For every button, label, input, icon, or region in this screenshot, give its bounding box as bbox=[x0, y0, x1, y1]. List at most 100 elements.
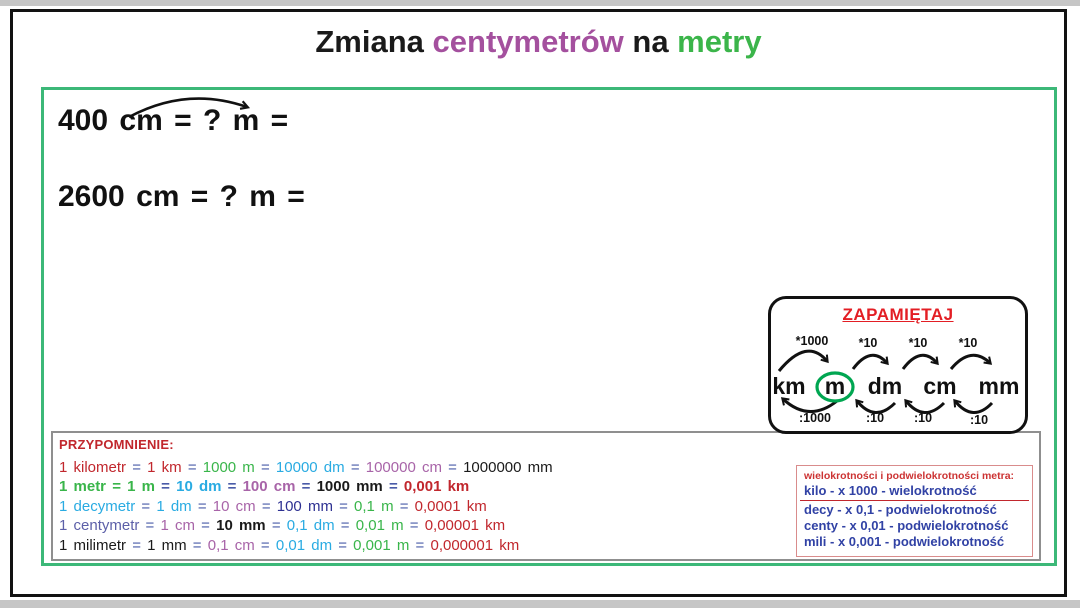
conversion-segment: 1 metr bbox=[59, 478, 107, 496]
conversion-segment: = bbox=[301, 478, 311, 496]
unit-mm: mm bbox=[978, 373, 1020, 399]
conversion-segment: = bbox=[409, 517, 419, 535]
conversion-segment: = bbox=[340, 517, 350, 535]
conversion-segment: 100000 cm bbox=[365, 459, 442, 476]
divide-arc-m-km bbox=[780, 397, 838, 413]
title-part: na bbox=[623, 24, 678, 59]
factor-label: *1000 bbox=[795, 334, 829, 348]
multiples-row-mili: mili - x 0,001 - podwielokrotność bbox=[804, 534, 1005, 549]
conversion-segment: 0,001 m bbox=[353, 536, 410, 554]
multiply-arc-m-dm bbox=[851, 353, 889, 370]
slide-frame: Zmiana centymetrów na metry 400 cm = ? m… bbox=[10, 9, 1067, 597]
multiply-arc-dm-cm bbox=[901, 353, 939, 370]
multiples-row-decy: decy - x 0,1 - podwielokrotność bbox=[804, 502, 997, 517]
divide-arc-mm-cm bbox=[953, 398, 994, 414]
conversion-segment: 1 milimetr bbox=[59, 536, 127, 554]
conversion-segment: 1 km bbox=[147, 459, 182, 476]
reminder-label: PRZYPOMNIENIE: bbox=[59, 437, 174, 452]
conversion-segment: = bbox=[448, 459, 457, 476]
multiples-row-centy: centy - x 0,01 - podwielokrotność bbox=[804, 518, 1009, 533]
conversion-segment: 0,1 dm bbox=[286, 517, 335, 535]
divisor-label: :10 bbox=[913, 411, 933, 425]
divide-arc-cm-dm bbox=[904, 398, 946, 414]
conversion-line: 1 milimetr = 1 mm = 0,1 cm = 0,01 dm = 0… bbox=[59, 537, 553, 556]
equation-2600cm: 2600 cm = ? m = bbox=[58, 180, 305, 213]
conversion-segment: = bbox=[260, 536, 270, 554]
metre-highlight-circle-icon bbox=[815, 371, 855, 403]
title-part: metry bbox=[677, 24, 762, 59]
conversion-segment: 0,1 m bbox=[354, 497, 394, 515]
factor-label: *10 bbox=[958, 336, 978, 350]
conversion-segment: = bbox=[339, 497, 348, 515]
title-part: centymetrów bbox=[432, 24, 624, 59]
conversion-segment: 0,0001 km bbox=[414, 497, 487, 515]
conversion-segment: 10 cm bbox=[212, 497, 256, 515]
unit-m: m bbox=[824, 373, 846, 399]
conversion-segment: 10 dm bbox=[176, 478, 222, 496]
factor-label: *10 bbox=[858, 336, 878, 350]
conversion-segment: = bbox=[227, 478, 237, 496]
conversion-segment: 0,000001 km bbox=[430, 536, 520, 554]
conversion-segment: 0,01 dm bbox=[275, 536, 333, 554]
conversion-segment: 1 centymetr bbox=[59, 517, 140, 535]
divisor-label: :10 bbox=[969, 413, 989, 427]
conversion-segment: = bbox=[271, 517, 281, 535]
conversion-segment: 0,01 m bbox=[355, 517, 404, 535]
conversion-line: 1 kilometr = 1 km = 1000 m = 10000 dm = … bbox=[59, 459, 553, 478]
conversion-segment: 100 cm bbox=[242, 478, 296, 496]
divisor-label: :1000 bbox=[799, 411, 831, 425]
unit-cm: cm bbox=[923, 373, 957, 399]
zapamietaj-box: ZAPAMIĘTAJ *1000 bbox=[768, 296, 1028, 434]
multiples-title: wielokrotności i podwielokrotności metra… bbox=[804, 470, 1015, 482]
conversion-segment: = bbox=[260, 459, 270, 476]
conversion-segment: = bbox=[132, 536, 141, 554]
conversion-segment: 1000 m bbox=[202, 459, 255, 476]
conversion-segment: 1 m bbox=[127, 478, 155, 496]
conversion-segment: = bbox=[261, 497, 271, 515]
conversion-segment: 1000000 mm bbox=[463, 459, 553, 476]
conversion-segment: 10 mm bbox=[216, 517, 266, 535]
title-part: Zmiana bbox=[315, 24, 433, 59]
top-edge-strip bbox=[0, 0, 1080, 6]
conversion-segment: = bbox=[187, 459, 197, 476]
conversion-segment: 1000 mm bbox=[316, 478, 383, 496]
zapamietaj-title: ZAPAMIĘTAJ bbox=[842, 305, 954, 324]
conversion-segment: = bbox=[161, 478, 170, 496]
content-box: 400 cm = ? m = 2600 cm = ? m = ZAPAMIĘTA… bbox=[41, 87, 1057, 566]
unit-conversion-arrows-icon bbox=[777, 349, 994, 414]
unit-dm: dm bbox=[867, 373, 903, 399]
conversion-segment: 1 dm bbox=[156, 497, 192, 515]
conversion-segment: = bbox=[141, 497, 151, 515]
multiply-arc-km-m bbox=[777, 349, 829, 372]
conversion-segment: 0,001 km bbox=[403, 478, 470, 496]
conversion-segment: = bbox=[350, 459, 360, 476]
equation-400cm: 400 cm = ? m = bbox=[58, 104, 289, 137]
conversion-segment: 100 mm bbox=[276, 497, 333, 515]
reminder-box: PRZYPOMNIENIE: 1 kilometr = 1 km = 1000 … bbox=[51, 431, 1041, 561]
reminder-lines: 1 kilometr = 1 km = 1000 m = 10000 dm = … bbox=[59, 459, 553, 556]
conversion-line: 1 centymetr = 1 cm = 10 mm = 0,1 dm = 0,… bbox=[59, 517, 553, 536]
red-divider bbox=[800, 500, 1029, 501]
divisor-label: :10 bbox=[865, 411, 885, 425]
multiples-box: wielokrotności i podwielokrotności metra… bbox=[796, 465, 1033, 557]
conversion-segment: 1 decymetr bbox=[59, 497, 136, 515]
page-title: Zmiana centymetrów na metry bbox=[13, 24, 1064, 60]
conversion-segment: 0,00001 km bbox=[424, 517, 506, 535]
conversion-segment: = bbox=[145, 517, 155, 535]
conversion-segment: = bbox=[201, 517, 210, 535]
conversion-line: 1 metr = 1 m = 10 dm = 100 cm = 1000 mm … bbox=[59, 478, 553, 497]
conversion-segment: 1 mm bbox=[147, 536, 187, 554]
conversion-segment: = bbox=[338, 536, 347, 554]
conversion-segment: = bbox=[399, 497, 409, 515]
conversion-segment: 0,1 cm bbox=[207, 536, 255, 554]
conversion-segment: = bbox=[388, 478, 398, 496]
unit-km: km bbox=[772, 373, 806, 399]
equation-cm-to-m-arrow-icon bbox=[128, 97, 251, 119]
conversion-segment: = bbox=[197, 497, 207, 515]
multiples-row-kilo: kilo - x 1000 - wielokrotność bbox=[804, 483, 977, 498]
conversion-segment: = bbox=[192, 536, 202, 554]
conversion-segment: = bbox=[112, 478, 121, 496]
conversion-segment: 1 kilometr bbox=[59, 459, 127, 476]
multiply-arc-cm-mm bbox=[949, 353, 993, 370]
bottom-edge-strip bbox=[0, 600, 1080, 608]
